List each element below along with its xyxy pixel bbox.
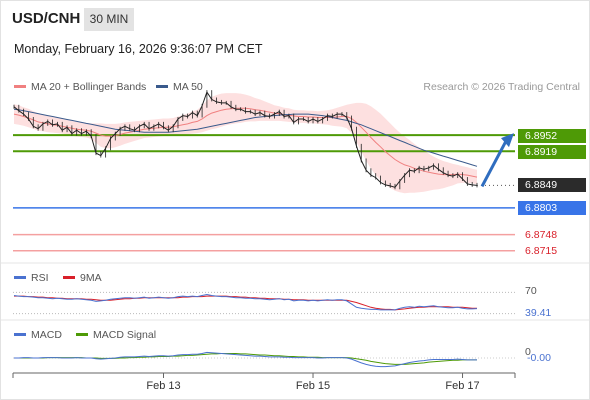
legend-rsi-ma-label: 9MA — [80, 272, 102, 284]
resistance-1-label: 6.8952 — [518, 129, 586, 144]
legend-ma50-label: MA 50 — [173, 81, 203, 93]
macd-line — [14, 351, 477, 368]
bollinger-band — [14, 93, 477, 194]
legend-rsi: RSI — [14, 272, 49, 284]
x-axis-tick-label: Feb 13 — [146, 380, 180, 392]
legend-macd-label: MACD — [31, 329, 62, 341]
x-axis-tick-label: Feb 17 — [445, 380, 479, 392]
legend-macd-signal: MACD Signal — [76, 329, 156, 341]
symbol-title: USD/CNH — [12, 10, 81, 27]
macd-signal-swatch — [76, 332, 88, 336]
rsi-level-label: 70 — [525, 285, 537, 298]
timeframe-button[interactable]: 30 MIN — [84, 8, 134, 31]
timestamp: Monday, February 16, 2026 9:36:07 PM CET — [14, 42, 263, 56]
support-1-label: 6.8748 — [525, 228, 558, 241]
rsi-ma-swatch — [63, 275, 75, 279]
last-price-label: 6.8849 — [518, 178, 586, 193]
forecast-arrow-shaft — [480, 140, 508, 188]
rsi-line — [13, 293, 478, 311]
legend-rsi-label: RSI — [31, 272, 49, 284]
legend-ma20: MA 20 + Bollinger Bands — [14, 81, 146, 93]
legend-ma20-label: MA 20 + Bollinger Bands — [31, 81, 147, 93]
ma50-swatch — [156, 84, 168, 88]
resistance-2-label: 6.8919 — [518, 145, 586, 160]
pivot-label: 6.8803 — [518, 200, 586, 215]
legend-macd-signal-label: MACD Signal — [93, 329, 157, 341]
rsi-value-label: 39.41 — [525, 306, 552, 319]
legend-ma50: MA 50 — [156, 81, 203, 93]
rsi-swatch — [14, 275, 26, 279]
ma50-line — [13, 108, 478, 167]
price-close-line — [13, 90, 478, 188]
macd-value-label: -0.00 — [527, 352, 551, 364]
forecast-arrow-head — [501, 133, 514, 148]
ma20-swatch — [14, 84, 26, 88]
legend-macd: MACD — [14, 329, 62, 341]
x-axis-tick-label: Feb 15 — [296, 380, 330, 392]
support-2-label: 6.8715 — [525, 244, 558, 257]
legend-rsi-ma: 9MA — [63, 272, 102, 284]
macd-swatch — [14, 332, 26, 336]
rsi-ma-line — [14, 295, 477, 311]
credit-text: Research © 2026 Trading Central — [423, 81, 580, 93]
macd-level-label: 0 — [525, 346, 531, 358]
